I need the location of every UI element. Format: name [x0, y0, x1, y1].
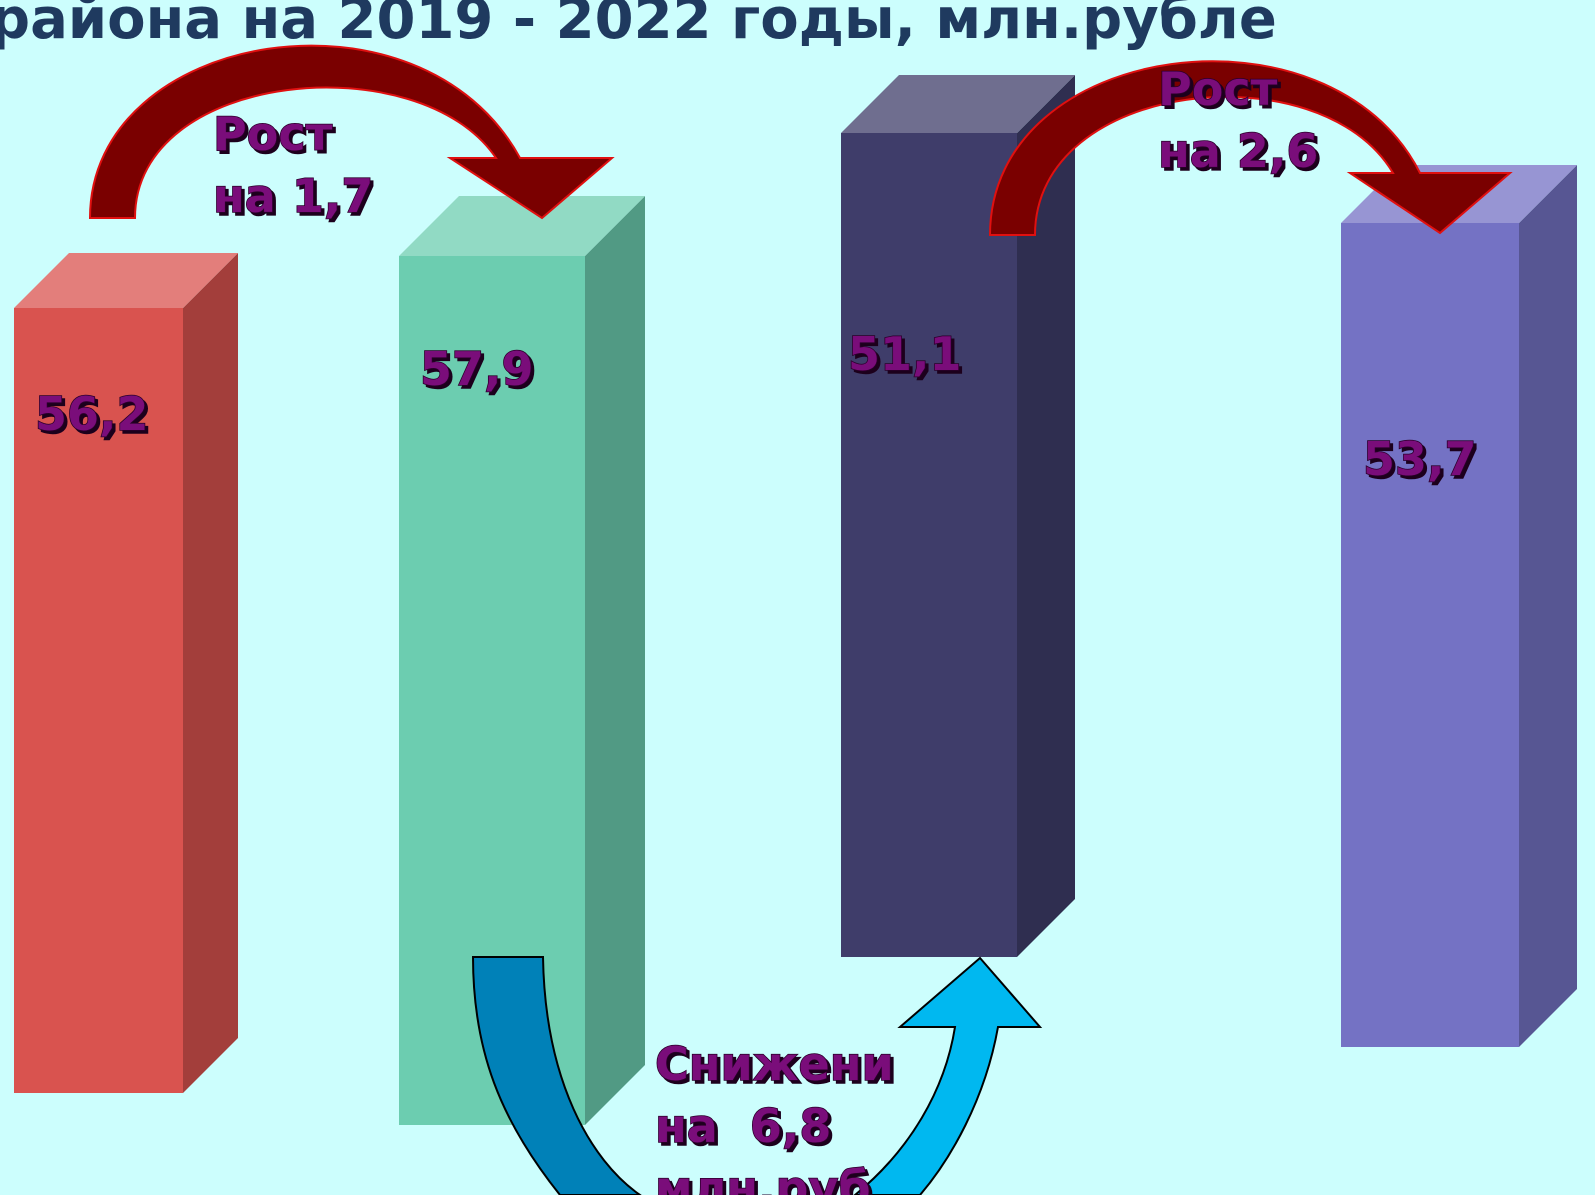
annotation: Рост [1158, 62, 1278, 116]
annotation: млн.руб [655, 1161, 871, 1195]
bar [14, 308, 183, 1093]
annotation: на 2,6 [1158, 124, 1318, 178]
value-label: 57,9 [420, 342, 534, 396]
annotation: на 6,8 [655, 1099, 831, 1153]
annotation: Рост [213, 107, 333, 161]
slide-title: района на 2019 - 2022 годы, млн.рубле [0, 0, 1277, 52]
growth-arrow [88, 44, 615, 220]
bar-side [585, 196, 645, 1125]
bar-side [1519, 165, 1577, 1047]
bar-side [183, 253, 238, 1093]
bars [14, 75, 1577, 1125]
bar [841, 133, 1017, 957]
decline-arrow [853, 956, 1043, 1195]
growth-arrow [988, 60, 1513, 236]
bar-top [14, 253, 238, 308]
bar-top [841, 75, 1075, 133]
decline-arrow [471, 956, 642, 1195]
annotation: Снижени [655, 1037, 894, 1091]
annotation: на 1,7 [213, 169, 373, 223]
value-label: 51,1 [848, 327, 962, 381]
value-label: 56,2 [35, 387, 149, 441]
bar [1341, 223, 1519, 1047]
bar-top [399, 196, 645, 256]
value-label: 53,7 [1363, 432, 1477, 486]
labels: 56,2 57,9 51,1 53,7 Рост на 1,7 Рост на 2,6 Сниж… [34, 61, 1477, 1195]
bar-side [1017, 75, 1075, 957]
